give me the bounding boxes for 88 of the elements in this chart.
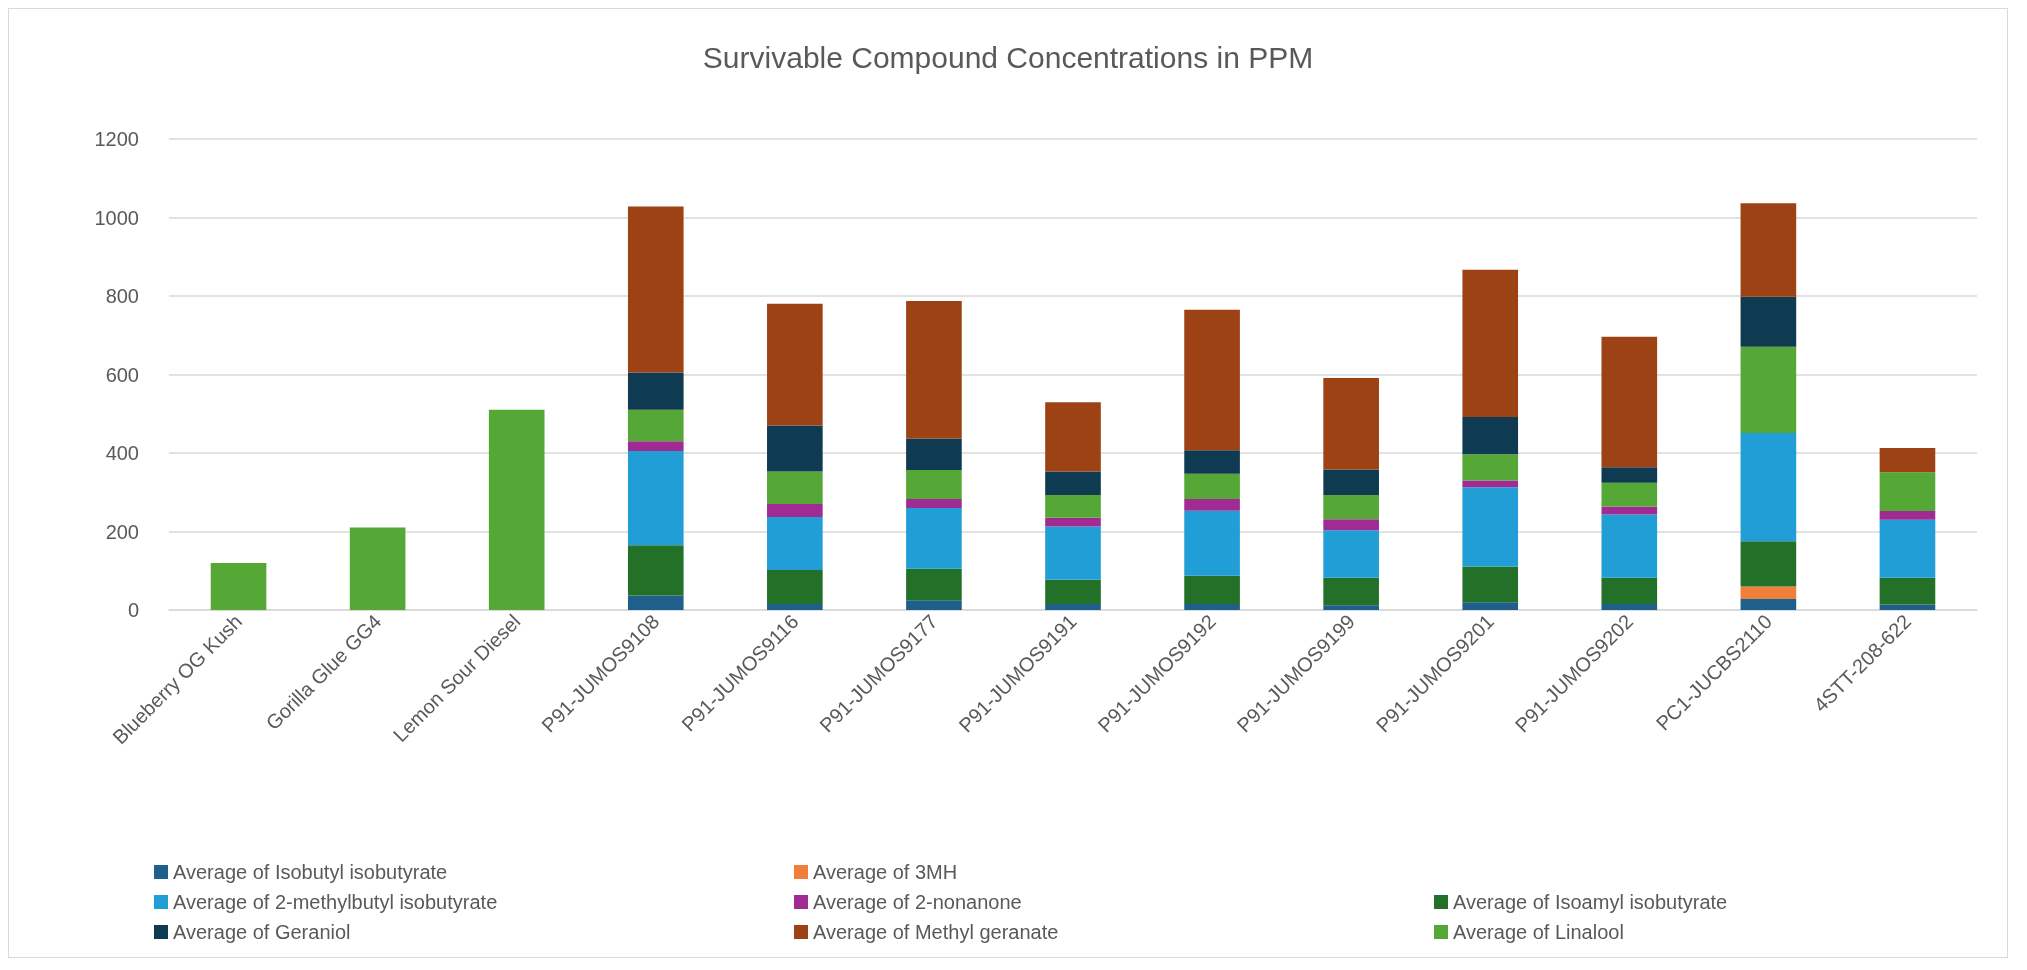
bar: [1184, 510, 1240, 576]
bar: [1740, 346, 1797, 433]
bar: [1323, 378, 1379, 470]
bar: [1045, 579, 1101, 605]
bar: [1879, 472, 1936, 512]
bar: [627, 545, 684, 596]
y-tick-label: 200: [105, 520, 139, 543]
legend-label: Average of Isobutyl isobutyrate: [173, 861, 448, 883]
y-tick-label: 0: [127, 599, 139, 621]
bar: [627, 372, 684, 410]
bar: [1601, 467, 1658, 483]
bar: [1323, 495, 1379, 520]
bar: [767, 604, 823, 610]
bar: [1740, 599, 1797, 610]
bar: [1601, 577, 1658, 605]
bar: [1323, 577, 1379, 606]
bar: [1879, 577, 1936, 605]
bar: [1462, 566, 1519, 603]
legend-label: Average of Isoamyl isobutyrate: [1453, 891, 1728, 913]
bar: [1740, 296, 1797, 347]
bar: [1184, 498, 1240, 511]
bar: [906, 568, 962, 601]
bar: [1045, 402, 1101, 472]
bar: [1184, 604, 1240, 610]
bar: [906, 507, 962, 569]
bar: [767, 569, 823, 605]
bar: [1601, 604, 1658, 610]
bar: [1045, 471, 1101, 495]
y-tick-label: 400: [105, 442, 139, 464]
bar: [767, 504, 823, 517]
bar: [1879, 604, 1936, 610]
legend-label: Average of Methyl geranate: [813, 921, 1059, 943]
bar: [1462, 269, 1519, 417]
bar: [1045, 604, 1101, 610]
bar: [1462, 454, 1519, 481]
legend-label: Average of Geraniol: [173, 921, 351, 943]
bar: [627, 409, 684, 442]
bar: [906, 301, 962, 439]
bar: [1045, 495, 1101, 518]
bar: [488, 409, 545, 610]
bar: [627, 595, 684, 610]
legend-label: Average of 2-methylbutyl isobutyrate: [173, 891, 498, 913]
bar: [1323, 530, 1379, 578]
bar: [1601, 506, 1658, 515]
bar: [1740, 432, 1797, 542]
y-tick-label: 1000: [94, 206, 139, 229]
legend-label: Average of 2-nonanone: [813, 891, 1022, 913]
bar: [1462, 602, 1519, 610]
bar: [1740, 586, 1797, 600]
bar: [1184, 450, 1240, 474]
bar: [906, 498, 962, 508]
chart-title: Survivable Compound Concentrations in PPM: [702, 40, 1314, 74]
bar: [1601, 336, 1658, 468]
bar: [349, 527, 406, 610]
bar: [627, 451, 684, 546]
bar: [1323, 605, 1379, 610]
bar: [1323, 469, 1379, 495]
bar: [1879, 447, 1936, 473]
legend-label: Average of 3MH: [813, 861, 958, 883]
bar: [1462, 487, 1519, 567]
bar: [1879, 511, 1936, 520]
bar: [627, 441, 684, 452]
bar: [906, 469, 962, 499]
bar: [1323, 519, 1379, 531]
bar: [767, 425, 823, 472]
bar: [1740, 203, 1797, 297]
bar: [767, 471, 823, 505]
bar: [1045, 517, 1101, 527]
bar: [767, 303, 823, 426]
bar: [906, 438, 962, 470]
bar: [1601, 514, 1658, 578]
bar: [1045, 526, 1101, 580]
bar: [1740, 541, 1797, 587]
bar: [1184, 575, 1240, 605]
bar: [1184, 473, 1240, 499]
bar: [906, 600, 962, 610]
y-tick-label: 600: [105, 363, 139, 386]
bar: [1601, 482, 1658, 507]
bar: [627, 206, 684, 373]
y-tick-label: 800: [105, 285, 139, 307]
bar: [210, 562, 267, 610]
bar: [1184, 309, 1240, 451]
bar: [1462, 416, 1519, 455]
bar: [767, 516, 823, 570]
bar: [1879, 519, 1936, 578]
legend-label: Average of Linalool: [1453, 921, 1624, 943]
bar: [1462, 480, 1519, 488]
y-tick-label: 1200: [94, 128, 139, 150]
